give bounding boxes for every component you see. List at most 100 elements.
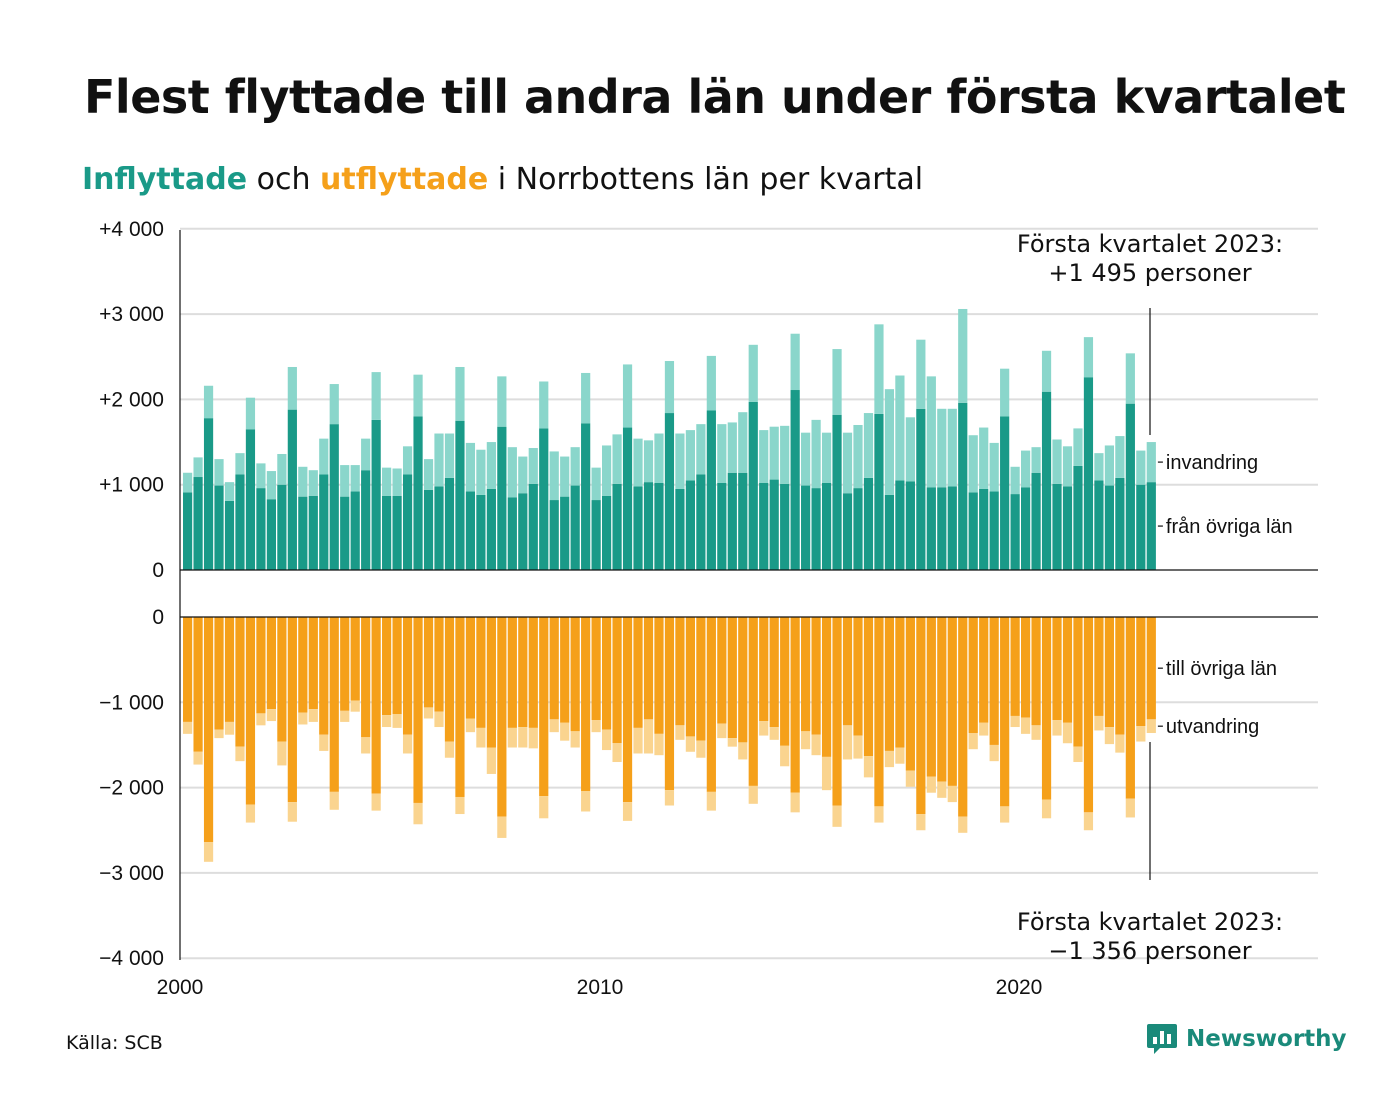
y-tick-labels: +4 000 +3 000 +2 000 +1 000 0 0 −1 000 −2 000 −3… [99,218,164,970]
bar-fran-ovriga-lan [434,486,444,570]
bar-fran-ovriga-lan [465,491,476,570]
bar-fran-ovriga-lan [183,492,193,570]
bar-utvandring [402,734,413,754]
bar-utvandring [1041,799,1052,819]
bar-till-ovriga-lan [1094,617,1104,716]
bar-till-ovriga-lan [308,617,318,710]
bar-till-ovriga-lan [842,617,853,726]
bar-till-ovriga-lan [497,617,507,817]
bar-till-ovriga-lan [361,617,371,738]
bar-till-ovriga-lan [423,617,434,708]
series-label: från övriga län [1166,516,1293,538]
bar-invandring [947,408,957,487]
bar-till-ovriga-lan [581,617,591,792]
bar-till-ovriga-lan [1062,617,1073,723]
bar-till-ovriga-lan [1125,617,1135,799]
bar-fran-ovriga-lan [643,482,654,570]
bar-fran-ovriga-lan [591,500,601,570]
y-tick-label: −2 000 [99,777,164,800]
bar-fran-ovriga-lan [1083,377,1094,570]
bar-fran-ovriga-lan [769,479,779,570]
bar-till-ovriga-lan [298,617,308,713]
bar-fran-ovriga-lan [308,495,318,570]
y-tick-label: −1 000 [99,691,164,714]
bar-utvandring [329,791,339,810]
bar-utvandring [884,750,895,768]
bar-fran-ovriga-lan [1125,403,1135,570]
bar-invandring [329,384,339,425]
bar-fran-ovriga-lan [476,494,486,570]
bar-till-ovriga-lan [277,617,287,742]
bar-invandring [958,308,968,403]
bar-invandring [308,470,318,496]
bar-utvandring [581,791,591,812]
y-tick-label: −4 000 [99,947,164,970]
bar-till-ovriga-lan [706,617,716,792]
bar-till-ovriga-lan [790,617,800,793]
bar-invandring [926,376,936,488]
bar-utvandring [853,735,863,759]
newsworthy-logo: Newsworthy [1146,1022,1347,1056]
bar-till-ovriga-lan [968,617,978,734]
bar-utvandring [842,725,853,760]
bar-till-ovriga-lan [476,617,486,728]
bar-fran-ovriga-lan [423,489,434,570]
bar-utvandring [224,721,235,735]
bar-invandring [748,344,758,402]
bar-utvandring [256,713,266,726]
bar-invandring [444,433,455,478]
bar-utvandring [979,722,989,736]
bar-till-ovriga-lan [1021,617,1031,718]
bar-till-ovriga-lan [214,617,224,730]
bar-utvandring [821,756,832,791]
bar-till-ovriga-lan [444,617,455,742]
bar-invandring [581,372,591,424]
bar-fran-ovriga-lan [256,488,266,570]
bar-utvandring [1021,717,1031,734]
bar-utvandring [790,792,800,813]
annotation-bottom-line2: −1 356 personer [1048,937,1251,965]
bar-fran-ovriga-lan [528,483,538,570]
bar-invandring [1125,353,1135,404]
bar-fran-ovriga-lan [455,420,465,570]
bar-utvandring [340,710,350,722]
bar-till-ovriga-lan [633,617,643,728]
bar-utvandring [1062,722,1073,744]
bar-till-ovriga-lan [340,617,350,711]
bar-fran-ovriga-lan [696,474,706,570]
bar-till-ovriga-lan [1083,617,1094,813]
bar-till-ovriga-lan [1115,617,1125,735]
bar-utvandring [895,747,905,764]
gridlines [180,227,1318,960]
bar-fran-ovriga-lan [214,485,224,570]
bar-till-ovriga-lan [685,617,695,737]
chart-subtitle: Inflyttade och utflyttade i Norrbottens … [82,162,923,197]
bar-fran-ovriga-lan [675,488,685,570]
bar-fran-ovriga-lan [811,488,821,570]
bar-utvandring [203,842,214,862]
bar-invandring [1073,428,1083,466]
bar-till-ovriga-lan [905,617,915,771]
y-tick-label: +3 000 [99,303,164,326]
bar-fran-ovriga-lan [1031,472,1041,570]
y-tick-label: +2 000 [99,388,164,411]
annotations: Första kvartalet 2023: +1 495 personer F… [1017,230,1283,965]
x-tick-label: 2020 [996,976,1043,999]
bar-fran-ovriga-lan [1136,484,1146,570]
bar-fran-ovriga-lan [1115,477,1125,570]
bar-utvandring [392,714,402,728]
bar-utvandring [1094,715,1104,731]
bar-fran-ovriga-lan [444,477,455,570]
bar-invandring [455,366,465,421]
bar-invandring [193,457,203,478]
bar-invandring [1104,445,1114,486]
bar-invandring [245,397,256,430]
bar-till-ovriga-lan [811,617,821,735]
bar-fran-ovriga-lan [350,491,360,570]
bar-fran-ovriga-lan [570,485,580,570]
bar-fran-ovriga-lan [622,427,633,570]
bar-invandring [811,419,821,489]
bar-till-ovriga-lan [832,617,842,806]
bar-invandring [685,430,695,481]
bar-utvandring [706,791,716,811]
